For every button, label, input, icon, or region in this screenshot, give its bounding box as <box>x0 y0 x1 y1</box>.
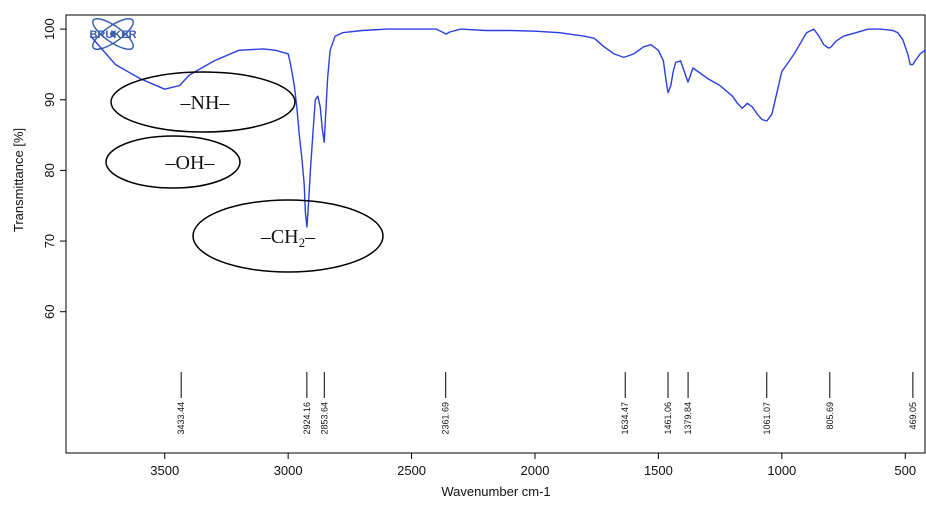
annotation-oh-label: –OH– <box>165 152 216 174</box>
peak-label: 1461.06 <box>663 402 673 435</box>
y-tick-label: 60 <box>42 304 57 318</box>
x-axis-title: Wavenumber cm-1 <box>441 484 550 499</box>
bruker-logo: BRUKER <box>89 18 137 50</box>
y-axis: 100 90 80 70 60 <box>42 18 66 319</box>
peak-label: 1379.84 <box>683 402 693 435</box>
annotation-nh-ellipse <box>110 71 296 133</box>
y-tick-label: 70 <box>42 234 57 248</box>
annotation-nh: –NH– <box>110 71 296 133</box>
annotation-oh: –OH– <box>105 135 241 189</box>
annotation-nh-label: –NH– <box>180 92 231 114</box>
x-tick-label: 3500 <box>150 463 179 478</box>
x-tick-label: 1000 <box>767 463 796 478</box>
annotation-oh-ellipse <box>105 135 241 189</box>
peak-markers: 3433.44 2924.16 2853.64 2361.69 1634.47 1461.… <box>176 372 918 435</box>
peak-label: 1634.47 <box>620 402 630 435</box>
y-tick-label: 80 <box>42 163 57 177</box>
annotation-ch2-ellipse <box>192 199 384 273</box>
y-tick-label: 100 <box>42 18 57 40</box>
x-tick-label: 500 <box>894 463 916 478</box>
peak-label: 1061.07 <box>762 402 772 435</box>
annotations: –NH– –OH– –CH2– <box>105 71 384 273</box>
x-tick-label: 2500 <box>397 463 426 478</box>
peak-label: 3433.44 <box>176 402 186 435</box>
annotation-ch2: –CH2– <box>192 199 384 273</box>
y-axis-title: Transmittance [%] <box>11 128 26 232</box>
x-tick-label: 3000 <box>274 463 303 478</box>
y-tick-label: 90 <box>42 93 57 107</box>
peak-label: 2853.64 <box>319 402 329 435</box>
annotation-ch2-label: –CH2– <box>260 226 316 250</box>
x-tick-label: 2000 <box>521 463 550 478</box>
peak-label: 469.05 <box>908 402 918 430</box>
logo-text: BRUKER <box>89 29 136 41</box>
x-axis: 3500 3000 2500 2000 1500 1000 500 <box>150 453 916 478</box>
spectrum-line <box>90 28 926 228</box>
peak-label: 2924.16 <box>302 402 312 435</box>
peak-label: 2361.69 <box>441 402 451 435</box>
x-tick-label: 1500 <box>644 463 673 478</box>
plot-frame <box>65 14 926 454</box>
peak-label: 805.69 <box>825 402 835 430</box>
